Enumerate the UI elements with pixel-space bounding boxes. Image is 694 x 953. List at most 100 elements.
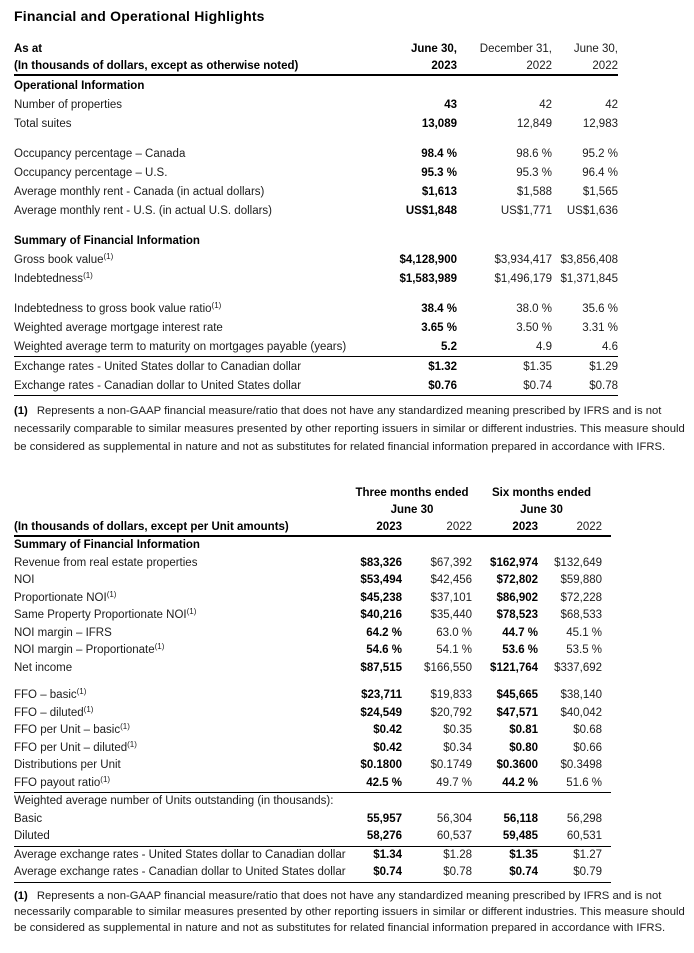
- footnote-ref: (1): [211, 300, 222, 310]
- column-header: June 30,: [410, 42, 457, 55]
- table-row: Gross book value(1) $4,128,900 $3,934,417 $…: [14, 250, 618, 269]
- table-row: Weighted average number of Units outstan…: [14, 793, 611, 811]
- cell-value: [472, 793, 538, 811]
- row-label: Summary of Financial Information: [14, 234, 200, 247]
- cell-value: $0.3498: [560, 759, 603, 771]
- table-row: Diluted 58,276 60,537 59,485 60,531: [14, 828, 612, 847]
- cell-value: 45.1 %: [566, 626, 603, 639]
- cell-value: [457, 231, 552, 250]
- cell-value: $0.1749: [430, 759, 473, 771]
- cell-value: 3.65 %: [421, 321, 457, 334]
- row-label: FFO – basic(1): [14, 687, 87, 702]
- column-header: 2023: [352, 518, 402, 537]
- row-label: Indebtedness to gross book value ratio(1…: [14, 300, 222, 315]
- cell-value: 55,957: [366, 812, 402, 825]
- cell-value: 12,849: [516, 117, 552, 130]
- cell-value: $40,216: [360, 609, 402, 621]
- cell-value: [538, 793, 611, 811]
- footnote: (1) Represents a non-GAAP financial measu…: [14, 402, 690, 456]
- cell-value: $1.29: [589, 360, 618, 373]
- spacer-cell: [14, 288, 618, 299]
- row-label: Gross book value(1): [14, 251, 114, 266]
- footnote: (1) Represents a non-GAAP financial measu…: [14, 888, 690, 936]
- column-header: 2023: [472, 518, 539, 537]
- cell-value: $23,711: [361, 689, 402, 701]
- cell-value: [352, 793, 402, 811]
- column-header: 2022: [457, 57, 552, 76]
- cell-value: $45,665: [496, 689, 539, 701]
- cell-value: [354, 75, 457, 95]
- cell-value: 43: [444, 98, 457, 111]
- cell-value: $132,649: [554, 556, 603, 569]
- header-row: As at June 30, December 31, June 30,: [14, 40, 618, 57]
- cell-value: 44.2 %: [472, 774, 539, 793]
- cell-value: 53.5 %: [566, 644, 603, 656]
- cell-value: $45,238: [360, 591, 402, 604]
- row-label: Proportionate NOI(1): [14, 589, 117, 604]
- cell-value: 95.3 %: [421, 166, 457, 179]
- cell-value: US$1,771: [500, 204, 552, 217]
- row-label: FFO per Unit – diluted(1): [14, 739, 137, 754]
- cell-value: 44.7 %: [502, 626, 539, 639]
- row-label: Revenue from real estate properties: [14, 556, 198, 569]
- table-row: Number of properties 43 42 42: [14, 95, 618, 114]
- cell-value: $19,833: [430, 689, 473, 701]
- cell-value: $86,902: [496, 591, 539, 604]
- cell-value: $0.42: [373, 724, 402, 736]
- row-label: FFO per Unit – basic(1): [14, 722, 130, 737]
- cell-value: 38.0 %: [516, 302, 552, 315]
- header-row: (In thousands of dollars, except as othe…: [14, 57, 618, 76]
- cell-value: $0.80: [509, 741, 539, 754]
- cell-value: $72,228: [560, 591, 603, 604]
- cell-value: 59,485: [472, 828, 539, 847]
- row-group-header: [14, 484, 352, 501]
- column-header: 2023: [354, 57, 457, 76]
- cell-value: 60,531: [538, 828, 612, 847]
- cell-value: $1,588: [516, 185, 552, 198]
- spacer-row: [14, 133, 618, 144]
- footnote-marker: (1): [14, 405, 28, 417]
- row-label: Total suites: [14, 117, 72, 130]
- row-label: Average exchange rates - United States d…: [14, 848, 346, 861]
- cell-value: $1,496,179: [494, 272, 552, 285]
- cell-value: $72,802: [496, 574, 539, 586]
- column-header: 2022: [552, 57, 618, 76]
- footnote-ref: (1): [83, 270, 93, 280]
- cell-value: $1,565: [582, 185, 618, 198]
- row-label: NOI: [14, 574, 35, 586]
- cell-value: $0.3600: [496, 759, 539, 771]
- cell-value: $24,549: [360, 706, 402, 719]
- footnote-ref: (1): [83, 704, 94, 714]
- cell-value: $0.78: [402, 864, 473, 883]
- cell-value: 60,537: [402, 828, 473, 847]
- cell-value: $87,515: [360, 661, 402, 674]
- table-row: FFO – diluted(1) $24,549 $20,792 $47,571 $40…: [14, 705, 611, 723]
- spacer-row: [14, 220, 618, 231]
- column-header: December 31,: [479, 42, 552, 55]
- cell-value: [354, 231, 457, 250]
- cell-value: $1,371,845: [560, 272, 618, 285]
- cell-value: [538, 536, 611, 555]
- row-group-header: (In thousands of dollars, except per Uni…: [14, 518, 352, 537]
- table-row: Same Property Proportionate NOI(1) $40,21…: [14, 607, 611, 625]
- cell-value: $42,456: [430, 574, 473, 586]
- table-row: Average monthly rent - Canada (in actual…: [14, 182, 618, 201]
- cell-value: $59,880: [560, 574, 603, 586]
- table-row: FFO – basic(1) $23,711 $19,833 $45,665 $38,1…: [14, 687, 611, 705]
- spacer-row: [14, 288, 618, 299]
- cell-value: $121,764: [490, 661, 539, 674]
- cell-value: $0.81: [509, 724, 539, 736]
- footnote-ref: (1): [100, 774, 111, 784]
- table-row: NOI $53,494 $42,456 $72,802 $59,880: [14, 572, 611, 590]
- row-label: NOI margin – Proportionate(1): [14, 642, 165, 657]
- cell-value: 3.31 %: [582, 321, 618, 334]
- table-row: Proportionate NOI(1) $45,238 $37,101 $86,90…: [14, 590, 611, 608]
- cell-value: 56,298: [566, 812, 603, 825]
- cell-value: $0.68: [573, 724, 603, 736]
- footnote-ref: (1): [154, 642, 165, 651]
- table-row: Indebtedness to gross book value ratio(1…: [14, 299, 618, 318]
- cell-value: $0.66: [573, 741, 603, 754]
- cell-value: 98.6 %: [516, 147, 552, 160]
- table-row: Average monthly rent - U.S. (in actual U…: [14, 201, 618, 220]
- cell-value: 95.3 %: [516, 166, 552, 179]
